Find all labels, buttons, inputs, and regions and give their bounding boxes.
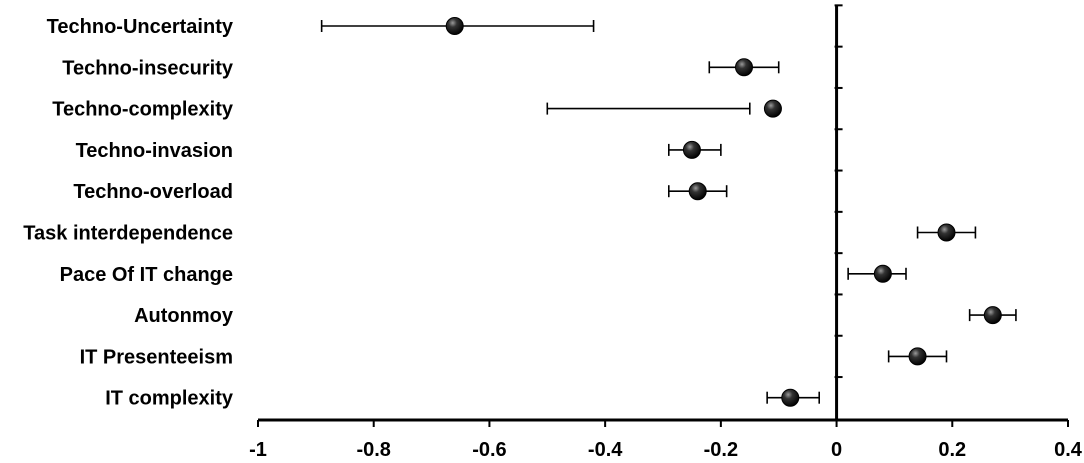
data-point xyxy=(873,264,892,283)
data-point xyxy=(688,182,707,201)
x-tick-label: 0.2 xyxy=(938,439,966,461)
data-point xyxy=(763,99,782,118)
category-label: Techno-Uncertainty xyxy=(47,16,234,38)
data-point xyxy=(781,388,800,407)
data-point xyxy=(682,140,701,159)
x-tick-label: 0.4 xyxy=(1054,439,1083,461)
data-point xyxy=(983,306,1002,325)
x-tick-label: -1 xyxy=(249,439,267,461)
data-point xyxy=(735,58,753,77)
x-tick-label: -0.8 xyxy=(356,439,390,461)
x-tick-label: -0.2 xyxy=(704,439,738,461)
x-tick-label: 0 xyxy=(831,439,842,461)
category-labels: Techno-Uncertainty Techno-insecurity Techn… xyxy=(23,16,234,410)
category-label: Techno-overload xyxy=(73,181,233,203)
data-point xyxy=(937,223,956,242)
category-label: Techno-complexity xyxy=(52,99,234,121)
category-label: IT complexity xyxy=(105,388,234,410)
x-tick-label: -0.4 xyxy=(588,439,623,461)
category-label: Autonmoy xyxy=(134,305,234,327)
x-tick-label: -0.6 xyxy=(472,439,506,461)
data-marks xyxy=(320,17,1017,407)
category-label: Task interdependence xyxy=(23,223,233,245)
category-label: Techno-insecurity xyxy=(62,57,234,79)
category-label: Pace Of IT change xyxy=(60,264,233,286)
data-point xyxy=(445,17,464,35)
axes xyxy=(257,4,1069,427)
x-tick-labels: -1 -0.8 -0.6 -0.4 -0.2 0 0.2 0.4 xyxy=(249,439,1083,461)
category-label: Techno-invasion xyxy=(76,140,233,162)
category-label: IT Presenteeism xyxy=(80,346,233,368)
data-point xyxy=(908,347,927,366)
